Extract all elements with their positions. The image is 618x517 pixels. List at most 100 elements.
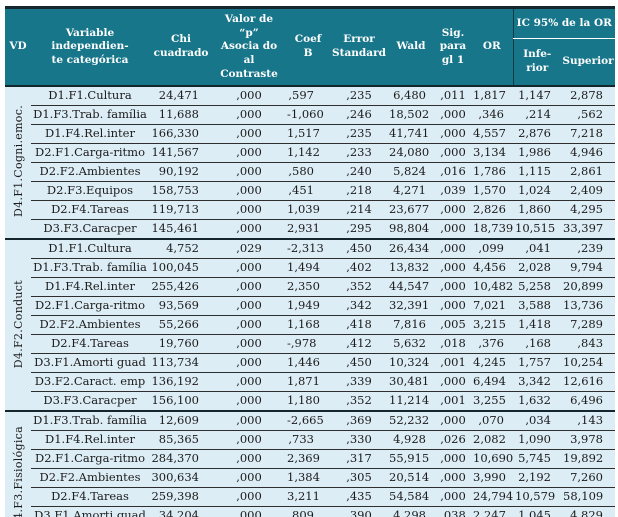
value-cell: 20,514: [387, 468, 435, 488]
value-cell: 4,946: [561, 143, 616, 163]
value-cell: ,000: [213, 181, 285, 201]
variable-name-cell: D3.F1.Amorti guad: [31, 506, 149, 517]
value-cell: 5,258: [513, 277, 561, 297]
value-cell: ,305: [331, 468, 387, 488]
table-row: D2.F3.Equipos 158,753,000,451,218 4,271,03…: [5, 181, 616, 201]
value-cell: ,016: [435, 162, 471, 182]
value-cell: 10,482: [471, 277, 513, 297]
value-cell: 24,471: [149, 86, 213, 106]
value-cell: ,000: [435, 219, 471, 240]
value-cell: 259,398: [149, 487, 213, 507]
value-cell: 6,496: [561, 391, 616, 412]
value-cell: ,000: [213, 372, 285, 392]
value-cell: 10,690: [471, 449, 513, 469]
value-cell: ,000: [435, 372, 471, 392]
col-header-wald: Wald: [387, 7, 435, 88]
table-row: D2.F4.Tareas 119,713,000 1,039,214 23,677,0…: [5, 200, 616, 220]
col-header-ic-group: IC 95% de la OR: [512, 7, 616, 39]
value-cell: 1,045: [513, 506, 561, 517]
value-cell: ,235: [331, 86, 387, 106]
value-cell: ,099: [471, 238, 513, 259]
table-row: D3.F1.Amorti guad 113,734,000 1,446,450 10,…: [5, 353, 616, 373]
table-row: D3.F1.Amorti guad 34,204,000,809,390 4,298…: [5, 506, 616, 517]
value-cell: ,369: [331, 410, 387, 431]
value-cell: ,346: [471, 105, 513, 125]
value-cell: ,218: [331, 181, 387, 201]
value-cell: 3,990: [471, 468, 513, 488]
value-cell: 100,045: [149, 258, 213, 278]
value-cell: ,000: [213, 468, 285, 488]
value-cell: 284,370: [149, 449, 213, 469]
value-cell: 6,480: [387, 86, 435, 106]
value-cell: 19,760: [149, 334, 213, 354]
variable-name-cell: D1.F3.Trab. família: [31, 105, 149, 125]
value-cell: 1,786: [471, 162, 513, 182]
value-cell: ,233: [331, 143, 387, 163]
value-cell: 2,192: [513, 468, 561, 488]
value-cell: 10,324: [387, 353, 435, 373]
table-row: D2.F2.Ambientes 55,266,000 1,168,418 7,816,…: [5, 315, 616, 335]
value-cell: 3,215: [471, 315, 513, 335]
variable-name-cell: D1.F4.Rel.inter: [31, 124, 149, 144]
variable-name-cell: D2.F4.Tareas: [31, 200, 149, 220]
value-cell: 2,826: [471, 200, 513, 220]
value-cell: 1,517: [285, 124, 331, 144]
value-cell: 98,804: [387, 219, 435, 240]
table-row: D2.F1.Carga-ritmo 141,567,000 1,142,233 24,…: [5, 143, 616, 163]
value-cell: ,000: [435, 410, 471, 431]
value-cell: ,402: [331, 258, 387, 278]
value-cell: 5,824: [387, 162, 435, 182]
value-cell: 93,569: [149, 296, 213, 316]
value-cell: 9,794: [561, 258, 616, 278]
value-cell: 2,369: [285, 449, 331, 469]
col-header-coef: Coef B: [285, 7, 331, 88]
variable-name-cell: D2.F1.Carga-ritmo: [31, 449, 149, 469]
table-row: D2.F1.Carga-ritmo 284,370,000 2,369,317 55,…: [5, 449, 616, 469]
value-cell: ,011: [435, 86, 471, 106]
value-cell: 1,871: [285, 372, 331, 392]
variable-name-cell: D3.F3.Caracper: [31, 219, 149, 240]
value-cell: ,000: [213, 353, 285, 373]
vd-section-label-text: D4.F2.Conduct: [11, 279, 25, 369]
table-row: D2.F2.Ambientes 90,192,000,580,240 5,824,0…: [5, 162, 616, 182]
value-cell: 1,986: [513, 143, 561, 163]
variable-name-cell: D2.F2.Ambientes: [31, 315, 149, 335]
value-cell: ,000: [213, 258, 285, 278]
value-cell: ,000: [435, 277, 471, 297]
table-row: D4.F2.Conduct D1.F1.Cultura 4,752,029 -2,31…: [5, 238, 616, 412]
value-cell: ,295: [331, 219, 387, 240]
value-cell: ,001: [435, 391, 471, 412]
value-cell: ,000: [213, 410, 285, 431]
vd-section-label-text: D4.F1.Cogni.emoc.: [11, 105, 25, 218]
value-cell: 13,736: [561, 296, 616, 316]
vd-section-label: D4.F1.Cogni.emoc.: [5, 86, 31, 240]
value-cell: -1,060: [285, 105, 331, 125]
vd-section-label-text: D4.F3.Fisiológica: [11, 425, 25, 517]
value-cell: 12,609: [149, 410, 213, 431]
value-cell: ,214: [331, 200, 387, 220]
value-cell: ,000: [213, 506, 285, 517]
value-cell: 7,021: [471, 296, 513, 316]
variable-name-cell: D2.F3.Equipos: [31, 181, 149, 201]
value-cell: 4,557: [471, 124, 513, 144]
value-cell: ,246: [331, 105, 387, 125]
value-cell: 2,350: [285, 277, 331, 297]
value-cell: ,450: [331, 353, 387, 373]
value-cell: ,026: [435, 430, 471, 450]
value-cell: ,235: [331, 124, 387, 144]
value-cell: 119,713: [149, 200, 213, 220]
value-cell: 2,409: [561, 181, 616, 201]
value-cell: ,339: [331, 372, 387, 392]
value-cell: 136,192: [149, 372, 213, 392]
value-cell: 2,247: [471, 506, 513, 517]
value-cell: 300,634: [149, 468, 213, 488]
value-cell: 3,211: [285, 487, 331, 507]
value-cell: ,376: [471, 334, 513, 354]
value-cell: 54,584: [387, 487, 435, 507]
value-cell: ,451: [285, 181, 331, 201]
col-header-sig: Sig. para gl 1: [435, 7, 471, 88]
value-cell: 85,365: [149, 430, 213, 450]
value-cell: ,809: [285, 506, 331, 517]
value-cell: 58,109: [561, 487, 616, 507]
value-cell: ,000: [213, 449, 285, 469]
